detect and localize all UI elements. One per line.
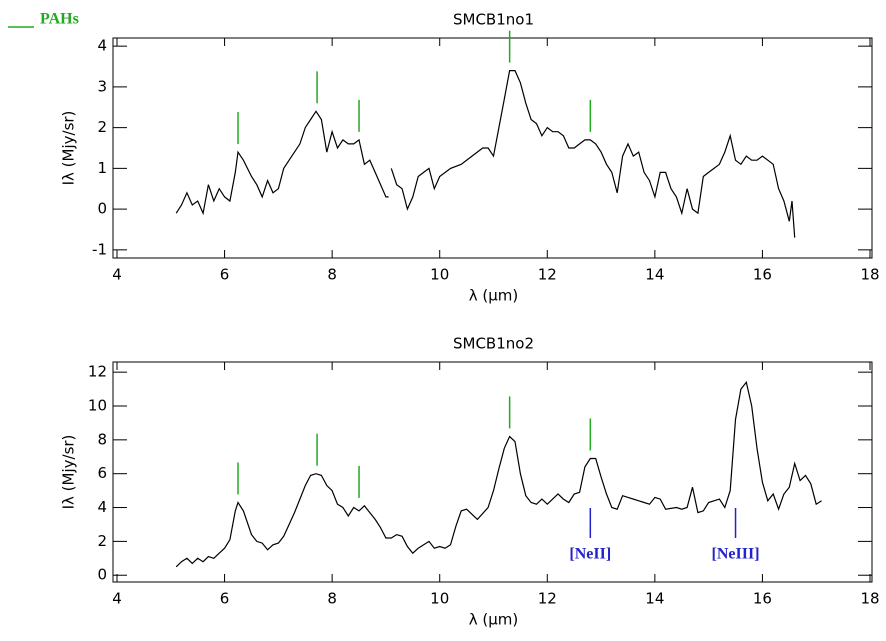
y-tick-label: -1	[92, 240, 107, 258]
x-tick-label: 14	[645, 266, 664, 284]
y-tick-label: 0	[97, 566, 107, 584]
spectrum-line	[175, 380, 822, 568]
x-tick-label: 12	[538, 266, 557, 284]
x-tick-label: 16	[753, 266, 772, 284]
x-tick-label: 4	[112, 590, 122, 608]
x-tick-label: 4	[112, 266, 122, 284]
y-tick-label: 2	[97, 532, 107, 550]
x-tick-label: 6	[220, 266, 230, 284]
y-tick-label: 4	[97, 37, 107, 55]
legend-label: PAHs	[40, 11, 79, 28]
y-tick-label: 12	[88, 363, 107, 381]
y-tick-label: 1	[97, 159, 107, 177]
plot-frame	[112, 37, 873, 259]
x-tick-label: 14	[645, 590, 664, 608]
x-tick-label: 10	[430, 590, 449, 608]
y-axis-label: Iλ (Mjy/sr)	[60, 111, 78, 186]
y-tick-label: 10	[88, 397, 107, 415]
x-tick-label: 8	[327, 590, 337, 608]
x-tick-label: 16	[753, 590, 772, 608]
chart-title: SMCB1no2	[453, 335, 534, 353]
spectrum-line	[175, 70, 796, 238]
y-tick-label: 0	[97, 200, 107, 218]
x-axis-label: λ (μm)	[469, 287, 519, 305]
x-axis-label: λ (μm)	[469, 611, 519, 629]
y-tick-label: 6	[97, 464, 107, 482]
x-tick-label: 6	[220, 590, 230, 608]
y-tick-label: 2	[97, 118, 107, 136]
x-tick-label: 12	[538, 590, 557, 608]
x-tick-label: 10	[430, 266, 449, 284]
y-axis-label: Iλ (Mjy/sr)	[60, 435, 78, 510]
line-label: [NeII]	[569, 546, 611, 563]
x-tick-label: 8	[327, 266, 337, 284]
y-tick-label: 8	[97, 430, 107, 448]
x-tick-label: 18	[860, 266, 879, 284]
line-label: [NeIII]	[712, 546, 760, 563]
plot-frame	[112, 361, 873, 583]
y-tick-label: 3	[97, 77, 107, 95]
x-tick-label: 18	[860, 590, 879, 608]
chart-title: SMCB1no1	[453, 11, 534, 29]
y-tick-label: 4	[97, 498, 107, 516]
